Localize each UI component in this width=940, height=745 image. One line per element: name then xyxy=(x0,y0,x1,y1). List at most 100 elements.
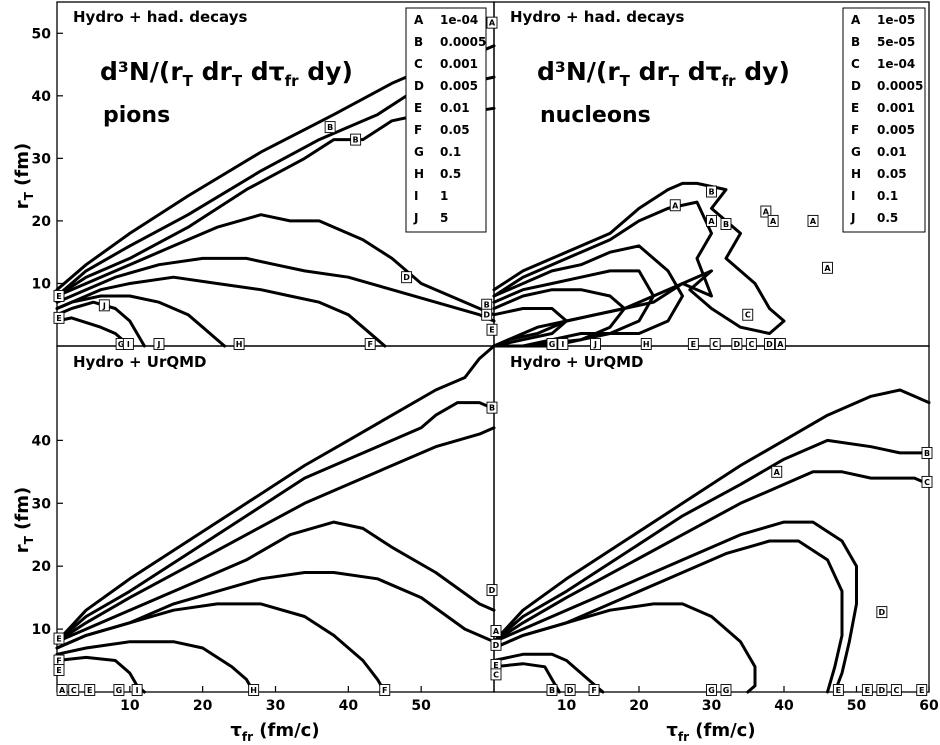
contour-label: D xyxy=(731,338,743,350)
contour-label-text: D xyxy=(567,686,574,695)
contour-label-text: B xyxy=(484,301,490,310)
contour-label: B xyxy=(706,185,717,198)
contour-label-box xyxy=(546,684,558,696)
contour-line xyxy=(492,200,713,348)
legend-value: 5e-05 xyxy=(877,35,915,49)
contour-label: D xyxy=(564,684,576,696)
legend-key: A xyxy=(414,13,424,27)
legend-key: D xyxy=(414,79,424,93)
contour-label: G xyxy=(720,684,732,696)
svg-text:rT (fm): rT (fm) xyxy=(12,143,36,209)
contour-label-text: G xyxy=(116,686,123,695)
contour-label-text: I xyxy=(127,340,130,349)
contour-line xyxy=(55,256,496,323)
svg-text:d³N/(rT drT dτfr dy): d³N/(rT drT dτfr dy) xyxy=(537,57,790,90)
contour-label-box xyxy=(486,16,498,29)
contour-label: F xyxy=(379,684,391,696)
contour-label: G xyxy=(706,684,717,696)
contour-label: G xyxy=(113,684,125,696)
legend-key: A xyxy=(851,13,861,27)
x-tick-label: 30 xyxy=(702,698,722,714)
contour-label-text: H xyxy=(643,340,650,349)
contour-label-text: D xyxy=(483,311,490,320)
contour-label: F xyxy=(588,684,600,696)
contour-label: D xyxy=(486,584,498,597)
contour-label-box xyxy=(876,684,888,696)
y-tick-label: 10 xyxy=(32,276,52,292)
contour-label-text: E xyxy=(87,686,92,695)
contour-label-text: D xyxy=(879,686,886,695)
contour-label: A xyxy=(706,214,717,227)
contour-label-box xyxy=(546,338,558,350)
contour-label: B xyxy=(350,133,362,146)
contour-label-text: B xyxy=(708,188,714,197)
contour-label-box xyxy=(669,199,681,212)
legend-value: 0.5 xyxy=(877,211,898,225)
contour-label-text: G xyxy=(723,686,730,695)
contour-label-box xyxy=(822,261,833,274)
contour-label-text: E xyxy=(56,292,61,301)
contour-label-box xyxy=(916,684,928,696)
contour-label: E xyxy=(916,684,928,696)
y-tick-label: 40 xyxy=(32,433,52,449)
contour-label: J xyxy=(590,338,601,350)
contour-label-box xyxy=(807,214,819,227)
contour-label-box xyxy=(350,133,362,146)
species-label: pions xyxy=(103,103,170,128)
contour-label-box xyxy=(98,299,110,312)
x-tick-label: 60 xyxy=(919,698,939,714)
contour-label-box xyxy=(131,684,143,696)
legend-value: 0.0005 xyxy=(877,79,923,93)
species-label: nucleons xyxy=(540,103,651,128)
contour-label-box xyxy=(720,218,732,230)
contour-label: E xyxy=(53,632,65,645)
contour-label-text: D xyxy=(766,340,773,349)
legend-value: 1e-05 xyxy=(877,13,915,27)
legend-key: F xyxy=(851,123,859,137)
contour-label-text: B xyxy=(489,404,495,413)
contour-line xyxy=(492,307,568,348)
contour-label: B xyxy=(486,401,498,414)
x-tick-label: 10 xyxy=(557,698,577,714)
contour-label: A xyxy=(760,205,772,218)
contour-label: A xyxy=(822,261,833,274)
contour-line xyxy=(492,438,931,644)
legend: A 1e-04 B 0.0005 C 0.001 D 0.005 E 0.01 F 0.05 G 0.1 H… xyxy=(405,7,487,233)
contour-label-box xyxy=(588,684,600,696)
contour-label-text: D xyxy=(493,641,500,650)
contour-label-box xyxy=(324,121,336,134)
contour-label-box xyxy=(486,584,498,597)
contour-label: D xyxy=(876,606,888,619)
contour-label-box xyxy=(490,668,502,681)
legend-key: C xyxy=(851,57,860,71)
y-tick-label: 10 xyxy=(32,622,52,638)
contour-label-text: H xyxy=(236,340,243,349)
contour-label: D xyxy=(876,684,888,696)
x-tick-label: 40 xyxy=(339,698,359,714)
contour-line xyxy=(55,426,496,644)
contour-label-text: A xyxy=(59,686,66,695)
x-tick-label: 40 xyxy=(774,698,794,714)
contour-label-box xyxy=(760,205,772,218)
contour-line xyxy=(55,602,387,694)
contour-label-text: F xyxy=(591,686,596,695)
y-axis-label-top: rT (fm) xyxy=(12,143,36,209)
contour-label: A xyxy=(486,16,498,29)
contour-label-text: I xyxy=(561,340,564,349)
legend-key: C xyxy=(414,57,423,71)
contour-label-box xyxy=(53,290,65,302)
contour-label: C xyxy=(921,475,933,488)
contour-label-text: E xyxy=(836,686,841,695)
y-tick-label: 50 xyxy=(32,26,52,42)
y-tick-label: 20 xyxy=(32,559,52,575)
contour-label-text: A xyxy=(774,468,781,477)
contour-label-box xyxy=(486,401,498,414)
contour-label-text: A xyxy=(810,217,817,226)
contour-label-text: C xyxy=(712,340,718,349)
contour-label: B xyxy=(720,218,732,230)
contour-label: E xyxy=(832,684,844,696)
contour-label-text: A xyxy=(493,627,500,636)
legend-value: 0.01 xyxy=(877,145,907,159)
contour-label: A xyxy=(767,214,779,227)
contour-label-box xyxy=(490,638,502,651)
